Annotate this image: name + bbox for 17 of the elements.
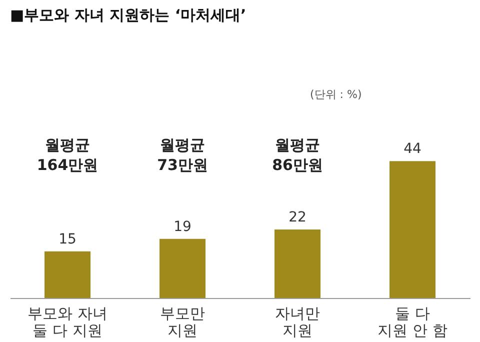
bar — [44, 251, 90, 298]
annotation: 월평균 73만원 — [157, 136, 208, 174]
chart-title: ■부모와 자녀 지원하는 ‘마처세대’ — [10, 6, 246, 24]
bar — [160, 238, 206, 298]
annotation: 월평균 164만원 — [36, 136, 98, 174]
x-tick-label: 둘 다 지원 안 함 — [378, 304, 448, 340]
text: (단위 : %) — [310, 88, 362, 101]
bar — [274, 230, 320, 298]
x-tick-label: 자녀만 지원 — [275, 304, 320, 340]
x-tick-label: 부모만 지원 — [160, 304, 205, 340]
data-label: 15 — [58, 231, 76, 248]
bar — [390, 161, 436, 298]
data-label: 22 — [288, 210, 306, 226]
data-label: 19 — [174, 218, 192, 235]
data-label: 44 — [404, 141, 422, 158]
x-tick-label: 부모와 자녀 둘 다 지원 — [28, 304, 108, 340]
annotation: 월평균 86만원 — [272, 136, 323, 174]
